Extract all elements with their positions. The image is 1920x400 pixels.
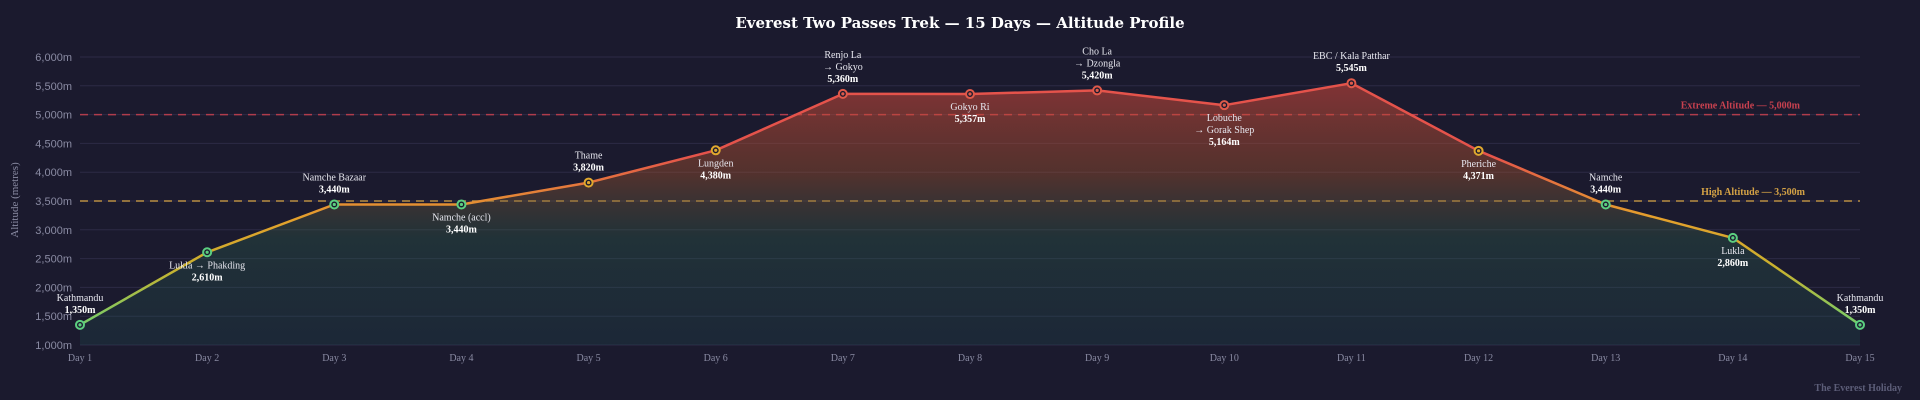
y-tick-label: 3,500m	[35, 196, 72, 208]
reference-label-high: High Altitude — 3,500m	[1701, 187, 1806, 198]
point-altitude-label: 2,610m	[192, 272, 224, 283]
y-tick-label: 2,500m	[35, 254, 72, 266]
point-label: Lungden	[698, 158, 734, 169]
point-label: Kathmandu	[1837, 293, 1884, 304]
data-point-core	[332, 202, 336, 207]
data-point-core	[1349, 81, 1354, 85]
point-label: Cho La	[1082, 46, 1112, 57]
x-tick-label: Day 1	[68, 353, 92, 364]
data-point-core	[1604, 202, 1608, 207]
y-tick-label: 4,000m	[35, 167, 72, 179]
point-altitude-label: 2,860m	[1717, 258, 1749, 269]
data-point-core	[714, 148, 718, 152]
altitude-area	[80, 83, 1860, 345]
point-label: → Gorak Shep	[1194, 125, 1254, 136]
point-label: → Dzongla	[1074, 58, 1121, 69]
y-tick-label: 6,000m	[35, 52, 72, 64]
point-label: Namche	[1589, 172, 1623, 183]
point-altitude-label: 1,350m	[65, 305, 97, 316]
y-tick-label: 5,000m	[35, 110, 72, 122]
point-altitude-label: 5,420m	[1082, 70, 1114, 81]
point-altitude-label: 4,371m	[1463, 171, 1495, 182]
x-tick-label: Day 10	[1210, 353, 1239, 364]
point-altitude-label: 5,357m	[955, 114, 987, 125]
y-tick-label: 2,000m	[35, 282, 72, 294]
point-label: → Gokyo	[823, 62, 863, 73]
point-label: Gokyo Ri	[950, 102, 989, 113]
x-tick-label: Day 5	[576, 353, 600, 364]
y-tick-label: 1,500m	[35, 311, 72, 323]
x-tick-label: Day 3	[322, 353, 346, 364]
data-point-core	[1731, 236, 1735, 240]
data-point-core	[1095, 88, 1099, 93]
point-altitude-label: 5,360m	[827, 74, 859, 85]
point-label: Renjo La	[824, 50, 861, 61]
reference-label-extreme: Extreme Altitude — 5,000m	[1681, 101, 1801, 112]
y-tick-label: 1,000m	[35, 340, 72, 352]
watermark: The Everest Holiday	[1814, 383, 1902, 394]
point-label: EBC / Kala Patthar	[1313, 51, 1391, 62]
y-tick-label: 3,000m	[35, 225, 72, 237]
x-tick-label: Day 6	[704, 353, 728, 364]
y-axis-label: Altitude (metres)	[9, 162, 21, 238]
x-tick-label: Day 15	[1845, 353, 1874, 364]
data-point-core	[1222, 103, 1226, 107]
x-tick-label: Day 7	[831, 353, 855, 364]
point-altitude-label: 3,440m	[1590, 184, 1622, 195]
point-label: Kathmandu	[57, 293, 104, 304]
point-label: Namche (accl)	[432, 212, 491, 223]
data-point-core	[968, 92, 972, 96]
data-point-core	[459, 202, 464, 207]
x-tick-label: Day 13	[1591, 353, 1620, 364]
point-label: Lukla → Phakding	[169, 260, 245, 271]
point-altitude-label: 5,164m	[1209, 137, 1241, 148]
point-altitude-label: 5,545m	[1336, 63, 1368, 74]
point-label: Pheriche	[1461, 159, 1497, 170]
data-point-core	[78, 323, 82, 327]
point-label: Lukla	[1721, 246, 1745, 257]
point-altitude-label: 4,380m	[700, 170, 732, 181]
data-point-core	[205, 250, 209, 254]
point-altitude-label: 3,440m	[446, 224, 478, 235]
x-tick-label: Day 11	[1337, 353, 1366, 364]
point-altitude-label: 3,440m	[319, 184, 351, 195]
point-label: Namche Bazaar	[302, 172, 366, 183]
chart-title: Everest Two Passes Trek — 15 Days — Alti…	[735, 14, 1184, 32]
data-point-core	[586, 180, 591, 185]
x-tick-label: Day 8	[958, 353, 982, 364]
y-tick-label: 5,500m	[35, 81, 72, 93]
x-tick-label: Day 12	[1464, 353, 1493, 364]
point-altitude-label: 3,820m	[573, 163, 605, 174]
x-tick-label: Day 2	[195, 353, 219, 364]
x-tick-label: Day 4	[449, 353, 473, 364]
x-tick-label: Day 9	[1085, 353, 1109, 364]
point-label: Thame	[575, 151, 603, 162]
x-tick-label: Day 14	[1718, 353, 1747, 364]
data-point-core	[1476, 149, 1481, 153]
y-tick-label: 4,500m	[35, 138, 72, 150]
point-label: Lobuche	[1207, 113, 1243, 124]
point-altitude-label: 1,350m	[1845, 305, 1877, 316]
data-point-core	[841, 92, 845, 96]
data-point-core	[1858, 323, 1862, 327]
